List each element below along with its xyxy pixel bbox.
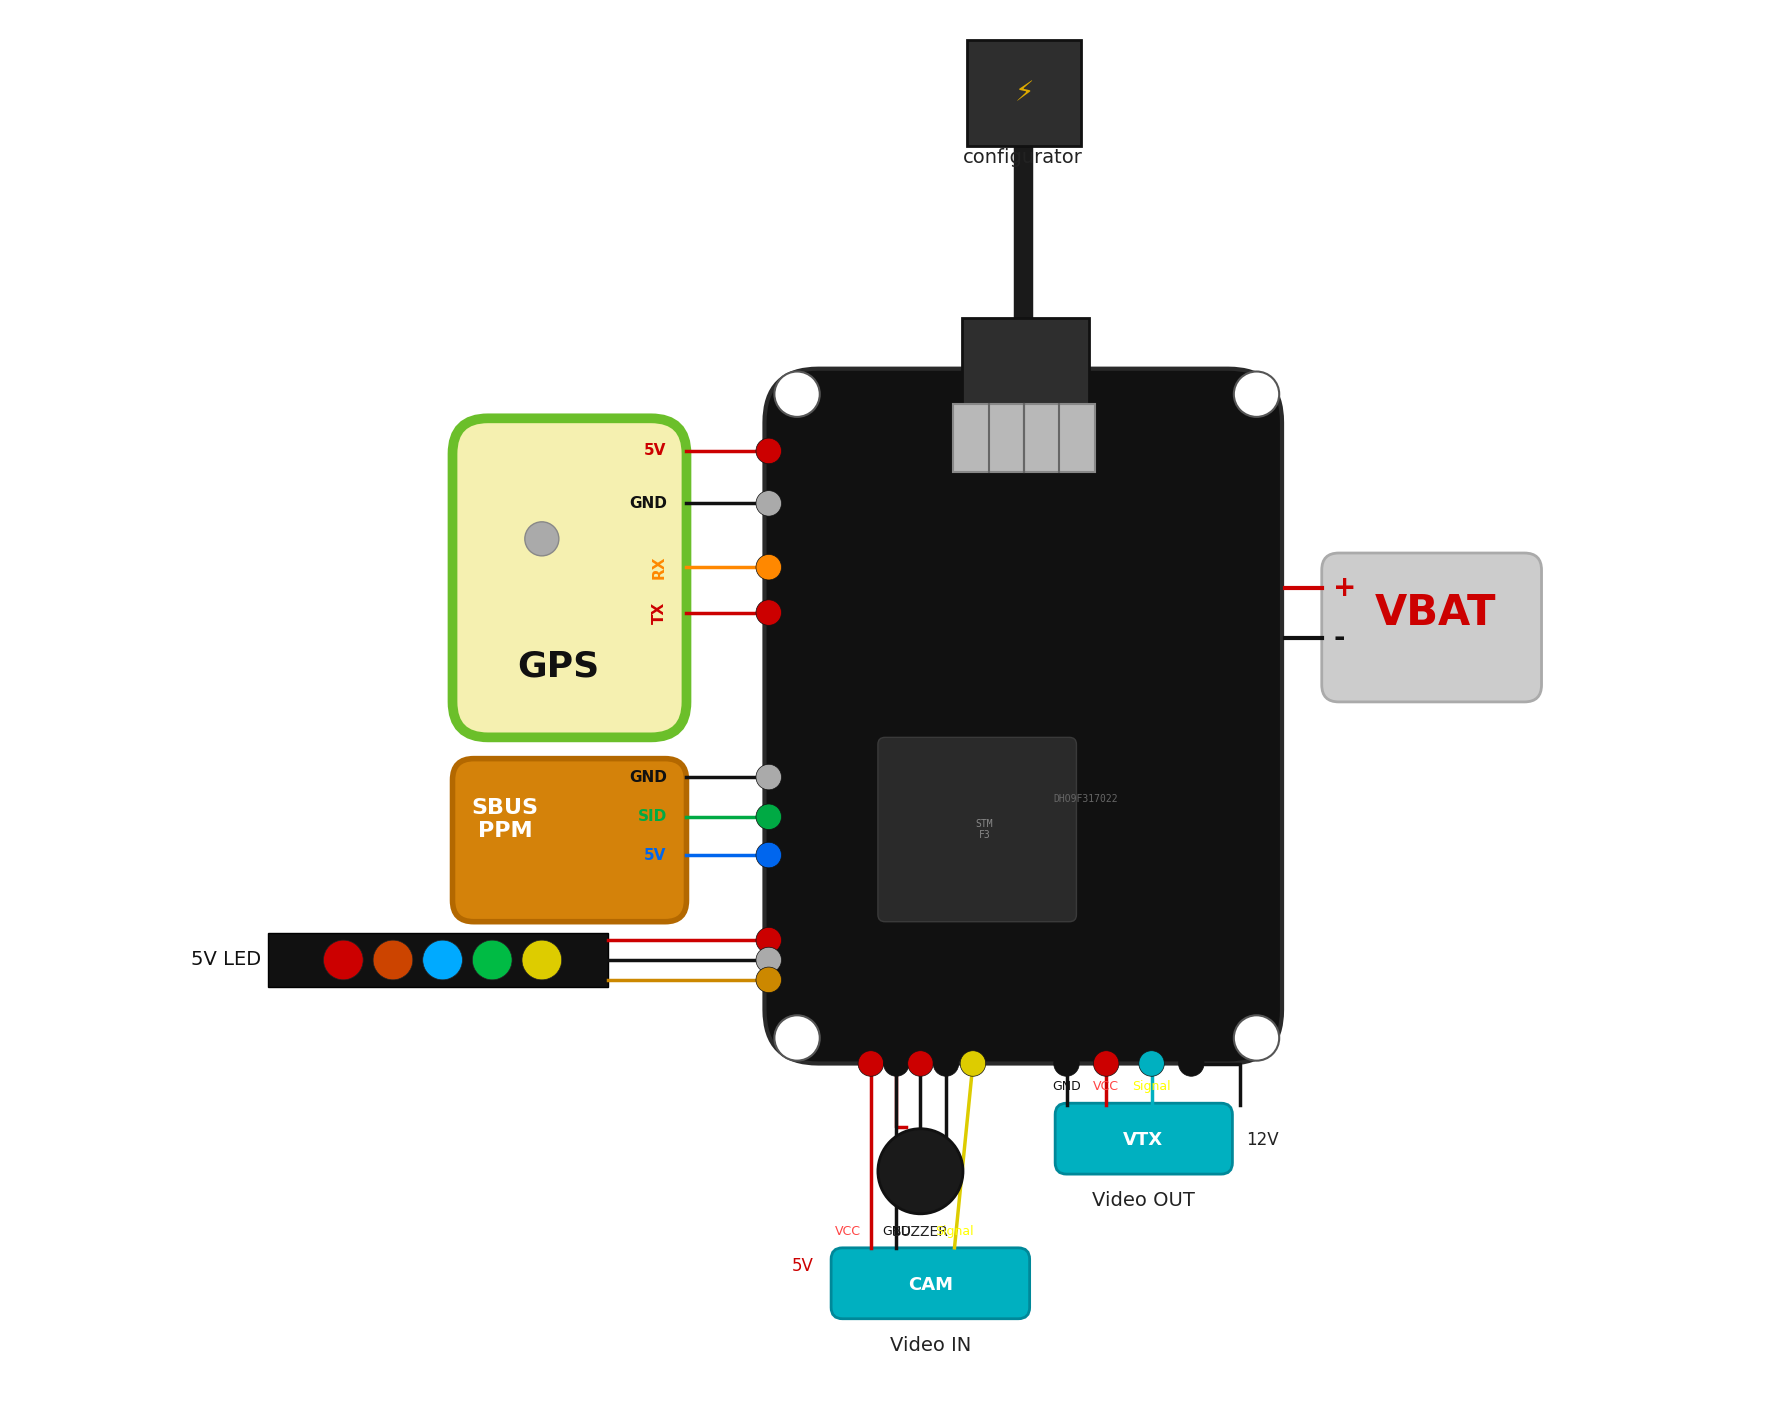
Text: VTX: VTX [1122, 1132, 1163, 1149]
Text: TX: TX [651, 601, 667, 624]
Circle shape [1053, 1051, 1080, 1076]
Circle shape [883, 1051, 910, 1076]
FancyBboxPatch shape [1055, 1103, 1232, 1174]
Circle shape [756, 764, 782, 790]
Text: CAM: CAM [908, 1276, 952, 1293]
Text: Betaflight
configurator: Betaflight configurator [963, 126, 1083, 167]
Circle shape [756, 804, 782, 830]
Text: DHO9F317022: DHO9F317022 [1053, 794, 1117, 804]
Text: STM
F3: STM F3 [975, 818, 993, 841]
Circle shape [756, 554, 782, 580]
Circle shape [522, 940, 561, 980]
Bar [961, 318, 1089, 414]
Text: VCC: VCC [835, 1225, 862, 1238]
Circle shape [473, 940, 512, 980]
FancyBboxPatch shape [832, 1248, 1030, 1319]
Bar [966, 40, 1081, 146]
Text: RX: RX [651, 556, 667, 579]
Text: +: + [1333, 574, 1356, 603]
Circle shape [756, 947, 782, 973]
FancyBboxPatch shape [765, 369, 1281, 1064]
Circle shape [1234, 1015, 1280, 1061]
Circle shape [775, 372, 820, 417]
Circle shape [526, 522, 559, 556]
Text: GND: GND [881, 1225, 912, 1238]
Circle shape [1179, 1051, 1204, 1076]
Text: Signal: Signal [935, 1225, 974, 1238]
Text: Video IN: Video IN [890, 1336, 972, 1354]
Circle shape [933, 1051, 959, 1076]
Text: -: - [1333, 624, 1345, 652]
Text: GND: GND [1051, 1081, 1081, 1093]
Circle shape [373, 940, 412, 980]
Circle shape [756, 927, 782, 953]
Text: BUZZER: BUZZER [892, 1225, 949, 1239]
Text: Video OUT: Video OUT [1092, 1191, 1195, 1210]
Circle shape [756, 600, 782, 625]
Text: 5V LED: 5V LED [191, 950, 262, 970]
Text: GND: GND [628, 770, 667, 784]
Text: 5V: 5V [644, 444, 667, 458]
Text: 5V: 5V [793, 1258, 814, 1275]
Circle shape [775, 1015, 820, 1061]
Circle shape [756, 967, 782, 993]
Text: 12V: 12V [1246, 1132, 1280, 1149]
Circle shape [1138, 1051, 1165, 1076]
FancyBboxPatch shape [453, 418, 687, 737]
Circle shape [324, 940, 363, 980]
Circle shape [423, 940, 462, 980]
Circle shape [878, 1129, 963, 1214]
Text: ⚡: ⚡ [1014, 79, 1034, 106]
Text: SID: SID [637, 810, 667, 824]
Circle shape [756, 491, 782, 516]
FancyBboxPatch shape [453, 759, 687, 922]
Text: VCC: VCC [1094, 1081, 1119, 1093]
Circle shape [756, 438, 782, 464]
FancyBboxPatch shape [1322, 553, 1542, 702]
Circle shape [1094, 1051, 1119, 1076]
Text: VBAT: VBAT [1375, 591, 1496, 634]
Text: SBUS
PPM: SBUS PPM [471, 798, 538, 841]
Circle shape [908, 1051, 933, 1076]
Circle shape [1234, 372, 1280, 417]
Circle shape [756, 842, 782, 868]
Text: GPS: GPS [519, 649, 600, 683]
Text: 5V: 5V [644, 848, 667, 862]
Bar [952, 404, 1096, 472]
FancyBboxPatch shape [878, 737, 1076, 922]
Circle shape [959, 1051, 986, 1076]
Text: GND: GND [628, 496, 667, 510]
Bar [269, 933, 609, 987]
Circle shape [858, 1051, 883, 1076]
Text: Signal: Signal [1133, 1081, 1172, 1093]
